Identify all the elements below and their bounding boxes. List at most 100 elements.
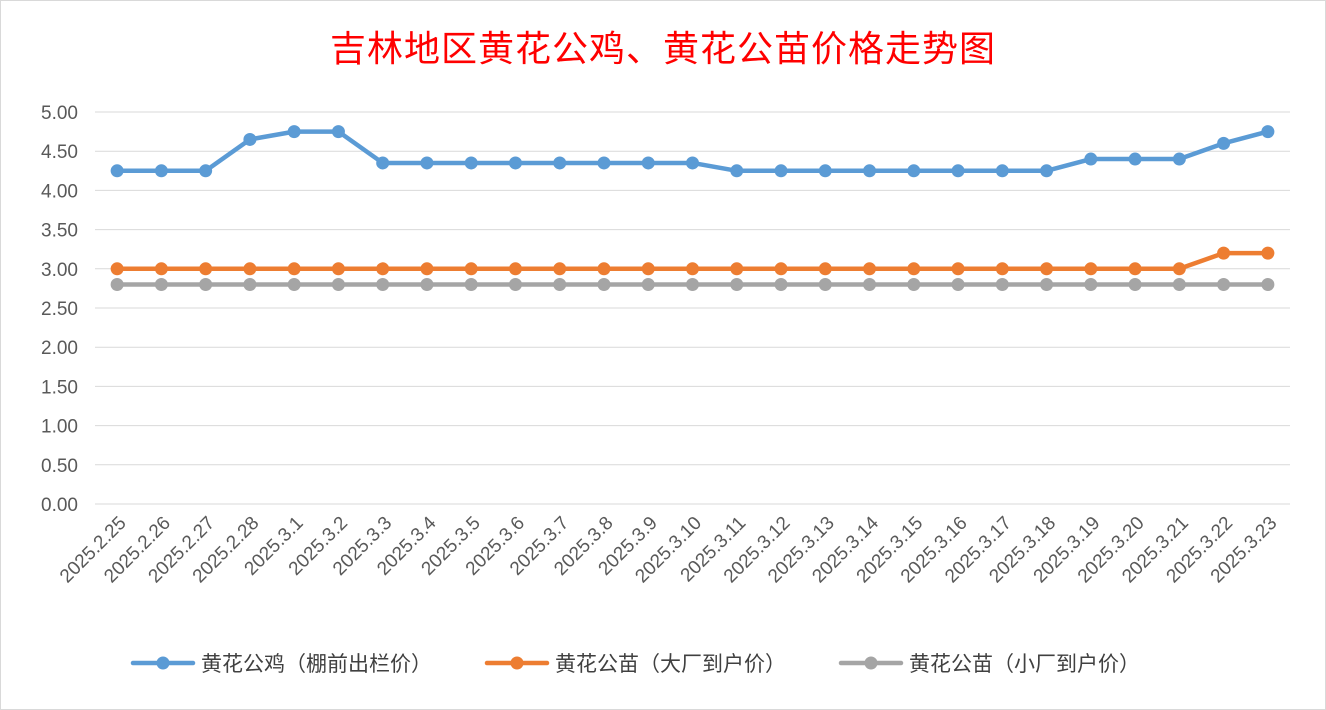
data-point (995, 164, 1009, 178)
data-point (1261, 277, 1275, 291)
data-point (951, 164, 965, 178)
data-point (199, 277, 213, 291)
data-point (1261, 125, 1275, 139)
data-point (110, 262, 124, 276)
series-2 (110, 246, 1275, 276)
data-point (1040, 277, 1054, 291)
y-axis-ticks: 0.00 0.50 1.00 1.50 2.00 2.50 3.00 3.50 4.00 4.50… (41, 103, 78, 516)
y-tick-label: 2.50 (41, 299, 78, 320)
legend-label: 黄花公苗（大厂到户价） (555, 652, 786, 676)
data-point (1172, 277, 1186, 291)
data-point (243, 277, 257, 291)
data-point (995, 262, 1009, 276)
data-point (730, 262, 744, 276)
data-point (1217, 277, 1231, 291)
legend-entry-1: 黄花公鸡（棚前出栏价） (130, 652, 432, 676)
data-point (508, 262, 522, 276)
data-point (597, 262, 611, 276)
y-tick-label: 1.50 (41, 377, 78, 398)
data-point (1261, 246, 1275, 260)
data-point (863, 277, 877, 291)
data-point (774, 262, 788, 276)
data-point (641, 262, 655, 276)
y-tick-label: 3.50 (41, 221, 78, 242)
legend-marker (510, 656, 524, 670)
data-point (154, 277, 168, 291)
data-point (907, 277, 921, 291)
data-point (287, 277, 301, 291)
data-point (553, 156, 567, 170)
legend-entry-2: 黄花公苗（大厂到户价） (484, 652, 786, 676)
data-point (376, 156, 390, 170)
x-axis-ticks: 2025.2.252025.2.262025.2.272025.2.282025… (56, 512, 1281, 587)
data-point (287, 262, 301, 276)
data-point (995, 277, 1009, 291)
data-point (1128, 152, 1142, 166)
data-point (243, 132, 257, 146)
legend-marker (156, 656, 170, 670)
data-point (818, 164, 832, 178)
legend-label: 黄花公苗（小厂到户价） (909, 652, 1140, 676)
data-point (907, 262, 921, 276)
data-point (597, 156, 611, 170)
legend-entry-3: 黄花公苗（小厂到户价） (838, 652, 1140, 676)
data-point (376, 277, 390, 291)
legend-label: 黄花公鸡（棚前出栏价） (201, 652, 432, 676)
data-point (641, 277, 655, 291)
data-point (1217, 136, 1231, 150)
chart-title: 吉林地区黄花公鸡、黄花公苗价格走势图 (329, 29, 996, 70)
data-point (287, 125, 301, 139)
data-point (863, 164, 877, 178)
data-point (199, 262, 213, 276)
data-point (951, 277, 965, 291)
data-point (951, 262, 965, 276)
data-point (686, 156, 699, 170)
y-tick-label: 4.00 (41, 181, 78, 202)
data-point (1217, 246, 1231, 260)
data-point (907, 164, 921, 178)
data-point (774, 277, 788, 291)
data-point (1084, 277, 1098, 291)
data-point (1040, 262, 1054, 276)
gridlines (95, 111, 1290, 505)
series-1 (110, 125, 1275, 178)
data-point (464, 262, 478, 276)
data-point (863, 262, 877, 276)
data-point (641, 156, 655, 170)
data-point (464, 156, 478, 170)
data-point (331, 277, 345, 291)
y-tick-label: 1.00 (41, 417, 78, 438)
data-point (464, 277, 478, 291)
data-point (1128, 277, 1142, 291)
data-point (508, 156, 522, 170)
data-point (420, 156, 434, 170)
data-point (730, 277, 744, 291)
data-point (1172, 262, 1186, 276)
data-point (154, 164, 168, 178)
legend-marker (864, 656, 878, 670)
data-point (597, 277, 611, 291)
legend: 黄花公鸡（棚前出栏价） 黄花公苗（大厂到户价） 黄花公苗（小厂到户价） (130, 652, 1140, 676)
data-point (1040, 164, 1054, 178)
data-point (818, 277, 832, 291)
y-tick-label: 2.00 (41, 338, 78, 359)
series-lines (110, 125, 1275, 291)
data-point (1128, 262, 1142, 276)
y-tick-label: 5.00 (41, 103, 78, 124)
y-tick-label: 4.50 (41, 142, 78, 163)
data-point (818, 262, 832, 276)
data-point (1084, 262, 1098, 276)
data-point (331, 262, 345, 276)
data-point (420, 262, 434, 276)
data-point (730, 164, 744, 178)
data-point (376, 262, 390, 276)
data-point (686, 262, 699, 276)
data-point (243, 262, 257, 276)
data-point (331, 125, 345, 139)
data-point (686, 277, 699, 291)
series-3 (110, 277, 1275, 291)
data-point (1084, 152, 1098, 166)
data-point (154, 262, 168, 276)
